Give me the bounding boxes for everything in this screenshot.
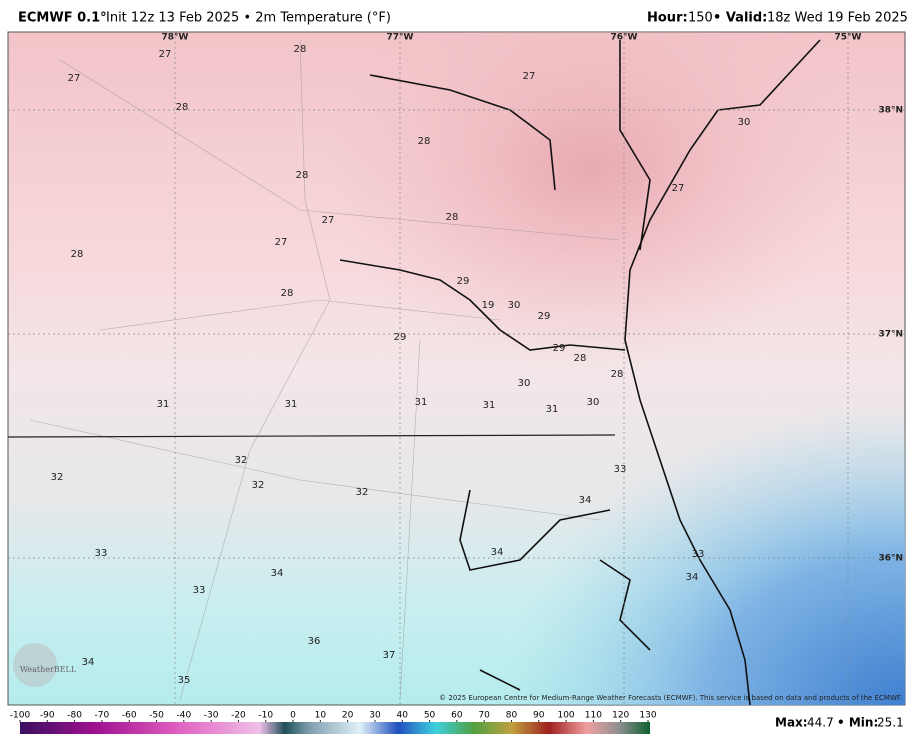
- temperature-value: 28: [176, 102, 189, 113]
- colorbar-label: 0: [290, 711, 296, 721]
- lon-label: 77°W: [387, 33, 414, 43]
- colorbar-label: 90: [533, 711, 545, 721]
- temperature-value: 31: [415, 397, 428, 408]
- temperature-value: 36: [308, 636, 321, 647]
- temperature-value: 28: [574, 353, 587, 364]
- colorbar-label: -80: [67, 711, 82, 721]
- temperature-value: 29: [538, 311, 551, 322]
- temperature-value: 31: [483, 400, 496, 411]
- colorbar-label: 60: [451, 711, 463, 721]
- colorbar-label: -100: [10, 711, 31, 721]
- lon-label: 76°W: [611, 33, 638, 43]
- temperature-value: 34: [271, 568, 284, 579]
- temperature-value: 30: [518, 378, 531, 389]
- hour: 150: [688, 11, 713, 26]
- temperature-value: 27: [275, 237, 288, 248]
- temperature-value: 28: [446, 212, 459, 223]
- temperature-value: 34: [686, 572, 699, 583]
- logo: WeatherBELL: [20, 665, 77, 674]
- temperature-value: 30: [587, 397, 600, 408]
- temperature-value: 28: [71, 249, 84, 260]
- temperature-value: 33: [193, 585, 206, 596]
- temperature-value: 27: [672, 183, 685, 194]
- lon-label: 75°W: [835, 33, 862, 43]
- temperature-value: 28: [296, 170, 309, 181]
- valid: 18z Wed 19 Feb 2025: [767, 11, 908, 26]
- colorbar-label: 110: [585, 711, 602, 721]
- valid-label: • Valid:: [713, 11, 767, 26]
- temperature-value: 28: [281, 288, 294, 299]
- colorbar-label: -20: [231, 711, 246, 721]
- temperature-value: 32: [356, 487, 369, 498]
- temperature-value: 31: [285, 399, 298, 410]
- temperature-value: 31: [546, 404, 559, 415]
- lat-label: 36°N: [878, 554, 903, 564]
- temperature-value: 34: [491, 547, 504, 558]
- max: 44.7: [807, 716, 834, 730]
- temperature-value: 33: [692, 549, 705, 560]
- temperature-value: 28: [418, 136, 431, 147]
- temperature-value: 32: [252, 480, 265, 491]
- colorbar: [20, 722, 650, 734]
- temperature-value: 27: [523, 71, 536, 82]
- lat-label: 38°N: [878, 106, 903, 116]
- colorbar-label: 10: [315, 711, 327, 721]
- title: ECMWF 0.1°: [18, 11, 107, 26]
- temperature-value: 37: [383, 650, 396, 661]
- subtitle: Init 12z 13 Feb 2025 • 2m Temperature (°…: [106, 11, 391, 26]
- colorbar-label: 50: [424, 711, 436, 721]
- colorbar-label: -90: [40, 711, 55, 721]
- temperature-value: 27: [159, 49, 172, 60]
- lon-label: 78°W: [162, 33, 189, 43]
- colorbar-label: 30: [369, 711, 381, 721]
- colorbar-label: 100: [557, 711, 574, 721]
- hour-label: Hour:: [647, 11, 688, 26]
- copyright: © 2025 European Centre for Medium-Range …: [439, 694, 902, 702]
- temperature-value: 29: [394, 332, 407, 343]
- colorbar-label: 20: [342, 711, 354, 721]
- temperature-value: 28: [611, 369, 624, 380]
- temperature-value: 27: [322, 215, 335, 226]
- colorbar-label: -70: [95, 711, 110, 721]
- colorbar-label: -30: [204, 711, 219, 721]
- temperature-value: 28: [294, 44, 307, 55]
- temperature-value: 33: [614, 464, 627, 475]
- temperature-value: 27: [68, 73, 81, 84]
- temperature-value: 35: [178, 675, 191, 686]
- min-label: • Min:: [837, 716, 878, 730]
- temperature-value: 19: [482, 300, 495, 311]
- colorbar-label: -50: [149, 711, 164, 721]
- max-label: Max:: [775, 716, 808, 730]
- temperature-value: 32: [235, 455, 248, 466]
- temperature-value: 29: [553, 343, 566, 354]
- temperature-value: 34: [82, 657, 95, 668]
- temperature-value: 30: [738, 117, 751, 128]
- colorbar-label: 120: [612, 711, 629, 721]
- colorbar-label: 70: [478, 711, 490, 721]
- map: WeatherBELL © 2025 European Centre for M…: [7, 31, 906, 706]
- colorbar-label: 130: [639, 711, 656, 721]
- temperature-value: 34: [579, 495, 592, 506]
- colorbar-label: -40: [176, 711, 191, 721]
- colorbar-label: 40: [397, 711, 409, 721]
- colorbar-label: 80: [506, 711, 518, 721]
- temperature-value: 31: [157, 399, 170, 410]
- min: 25.1: [877, 716, 904, 730]
- temperature-value: 33: [95, 548, 108, 559]
- colorbar-label: -10: [258, 711, 273, 721]
- temperature-value: 29: [457, 276, 470, 287]
- temperature-value: 32: [51, 472, 64, 483]
- colorbar-label: -60: [122, 711, 137, 721]
- temperature-value: 30: [508, 300, 521, 311]
- lat-label: 37°N: [878, 330, 903, 340]
